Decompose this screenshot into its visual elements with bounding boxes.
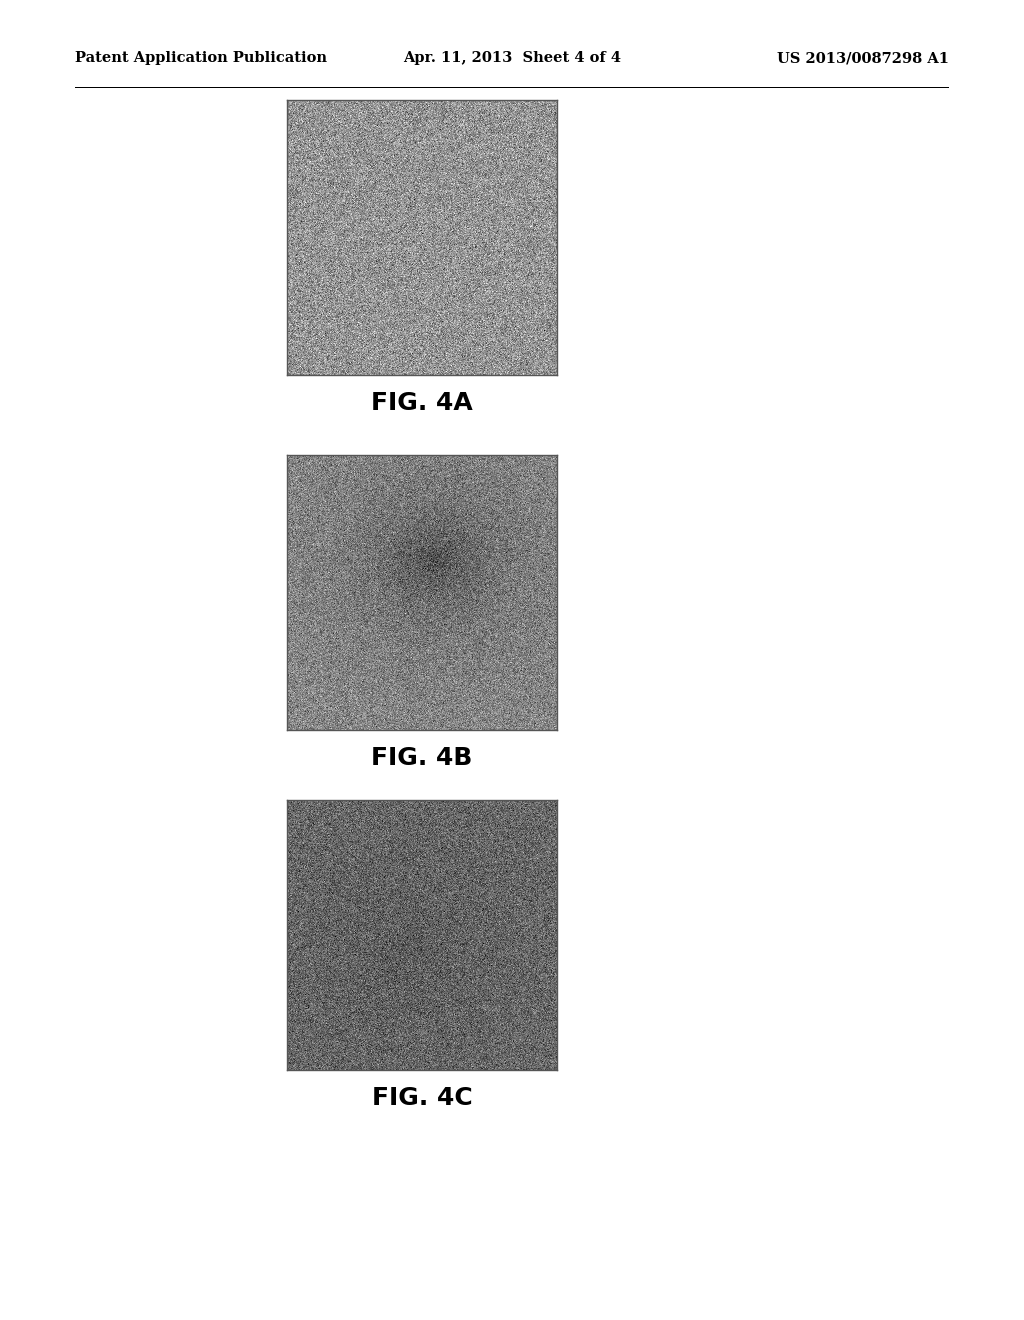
Text: US 2013/0087298 A1: US 2013/0087298 A1	[777, 51, 949, 65]
Text: FIG. 4B: FIG. 4B	[372, 746, 473, 770]
Text: FIG. 4A: FIG. 4A	[371, 391, 473, 414]
Text: FIG. 4C: FIG. 4C	[372, 1086, 472, 1110]
Text: Patent Application Publication: Patent Application Publication	[75, 51, 327, 65]
Text: Apr. 11, 2013  Sheet 4 of 4: Apr. 11, 2013 Sheet 4 of 4	[403, 51, 621, 65]
